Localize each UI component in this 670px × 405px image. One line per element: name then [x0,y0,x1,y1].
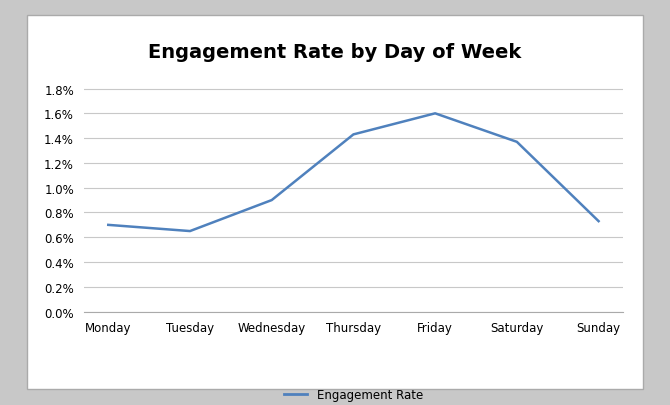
Legend: Engagement Rate: Engagement Rate [279,384,428,405]
Text: Engagement Rate by Day of Week: Engagement Rate by Day of Week [148,43,522,62]
